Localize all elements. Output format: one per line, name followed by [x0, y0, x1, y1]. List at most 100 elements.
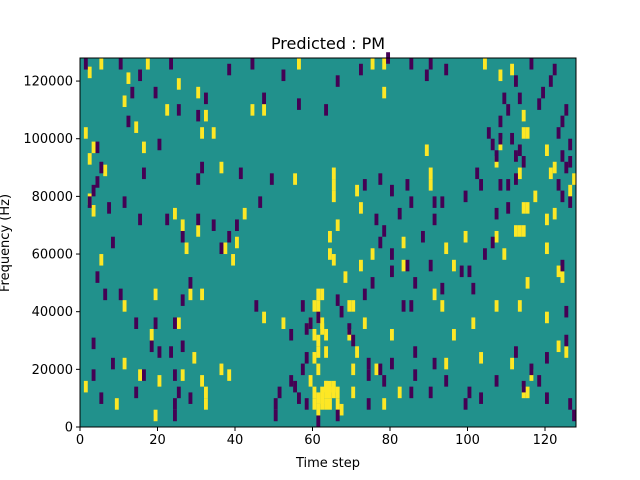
heatmap-cell-low	[196, 213, 201, 226]
heatmap-cell-low	[134, 386, 139, 399]
heatmap-cell-low	[269, 173, 274, 185]
heatmap-cell-high	[494, 230, 499, 243]
heatmap-cell-high	[180, 219, 185, 231]
heatmap-cell-low	[568, 398, 573, 410]
heatmap-cell-low	[560, 115, 565, 128]
heatmap-cell-low	[467, 265, 472, 278]
heatmap-cell-low	[107, 202, 112, 214]
heatmap-cell-high	[502, 248, 507, 260]
heatmap-cell-low	[169, 346, 174, 358]
heatmap-cell-low	[514, 75, 518, 87]
heatmap-cell-low	[126, 115, 131, 128]
heatmap-cell-low	[138, 69, 143, 82]
heatmap-cell-low	[300, 300, 305, 312]
heatmap-cell-high	[312, 352, 317, 364]
heatmap-cell-low	[467, 386, 472, 399]
heatmap-cell-low	[374, 213, 379, 226]
heatmap-cell-low	[564, 305, 569, 318]
heatmap-cell-high	[219, 363, 224, 376]
heatmap-cell-low	[568, 196, 573, 208]
heatmap-cell-high	[312, 398, 317, 410]
heatmap-cell-high	[533, 190, 538, 203]
heatmap-cell-low	[506, 202, 511, 214]
heatmap-cell-low	[293, 380, 298, 393]
heatmap-cell-high	[521, 109, 526, 122]
heatmap-cell-high	[316, 346, 321, 358]
heatmap-cell-high	[91, 205, 96, 217]
heatmap-cell-low	[459, 265, 464, 278]
heatmap-cell-high	[223, 242, 228, 255]
heatmap-cell-high	[320, 288, 325, 301]
heatmap-cell-low	[471, 282, 476, 295]
x-axis-label: Time step	[295, 456, 360, 471]
heatmap-cell-low	[316, 415, 321, 427]
y-tick-label: 80000	[32, 190, 73, 205]
heatmap-cell-high	[316, 334, 321, 347]
heatmap-cell-low	[444, 63, 449, 76]
heatmap-cell-high	[316, 363, 321, 376]
heatmap-cell-high	[545, 144, 549, 157]
heatmap-cell-high	[176, 317, 181, 329]
heatmap-cell-low	[421, 230, 425, 243]
heatmap-cell-low	[568, 138, 573, 151]
heatmap-cell-low	[366, 357, 371, 370]
heatmap-cell-high	[351, 386, 356, 399]
heatmap-cell-low	[366, 369, 371, 381]
heatmap-cell-low	[428, 386, 433, 399]
heatmap-cell-low	[529, 363, 534, 376]
heatmap-cell-high	[83, 380, 88, 393]
heatmap-cell-high	[138, 369, 143, 381]
heatmap-cell-low	[316, 311, 321, 324]
heatmap-cell-high	[498, 138, 503, 151]
heatmap-cell-low	[564, 334, 569, 347]
heatmap-cell-high	[370, 248, 375, 260]
heatmap-cell-high	[312, 300, 317, 312]
heatmap-cell-high	[525, 277, 530, 289]
heatmap-cell-low	[99, 392, 104, 404]
y-tick-label: 100000	[23, 132, 73, 147]
y-axis: 0 20000 40000 60000 80000 100000 120000	[23, 75, 80, 436]
heatmap-cell-high	[452, 259, 456, 272]
heatmap-cell-low	[432, 357, 437, 370]
heatmap-cell-high	[87, 66, 92, 79]
heatmap-cell-high	[374, 363, 379, 376]
heatmap-cell-low	[401, 300, 406, 312]
heatmap-cell-high	[180, 369, 185, 381]
heatmap-cell-high	[521, 202, 526, 214]
heatmap-cell-low	[463, 398, 468, 410]
heatmap-cell-high	[432, 288, 437, 301]
heatmap-cell-low	[200, 161, 205, 174]
heatmap-cell-high	[521, 225, 526, 237]
heatmap-cell-high	[424, 144, 429, 157]
heatmap-cell-high	[91, 141, 96, 154]
heatmap-cell-high	[114, 398, 119, 410]
x-tick-label: 80	[382, 433, 399, 448]
heatmap-cell-high	[552, 207, 557, 220]
heatmap-cell-high	[328, 248, 332, 260]
heatmap-cell-high	[335, 219, 340, 231]
heatmap-cell-low	[537, 375, 542, 387]
heatmap-cell-high	[134, 121, 139, 133]
heatmap-cell-low	[211, 219, 216, 231]
heatmap-cell-high	[188, 288, 193, 301]
heatmap-cell-high	[204, 386, 208, 399]
heatmap-cell-high	[564, 346, 569, 358]
heatmap-cell-high	[397, 386, 402, 399]
heatmap-cell-high	[517, 300, 522, 312]
heatmap-cell-high	[328, 230, 332, 243]
heatmap-cell-high	[103, 164, 108, 177]
heatmap-cell-low	[196, 109, 201, 122]
heatmap-cell-high	[572, 173, 577, 185]
heatmap-cell-high	[331, 167, 336, 180]
heatmap-cell-low	[87, 196, 92, 208]
heatmap-cell-low	[545, 392, 549, 404]
heatmap-cell-low	[176, 386, 181, 399]
plot-frame	[79, 57, 577, 428]
heatmap-cell-low	[494, 375, 499, 387]
heatmap-cell-low	[289, 328, 294, 341]
heatmap-cells	[83, 52, 577, 427]
heatmap-cell-low	[572, 409, 577, 422]
heatmap-cell-high	[359, 202, 363, 214]
heatmap-cell-high	[316, 288, 321, 301]
heatmap-cell-low	[188, 277, 193, 289]
